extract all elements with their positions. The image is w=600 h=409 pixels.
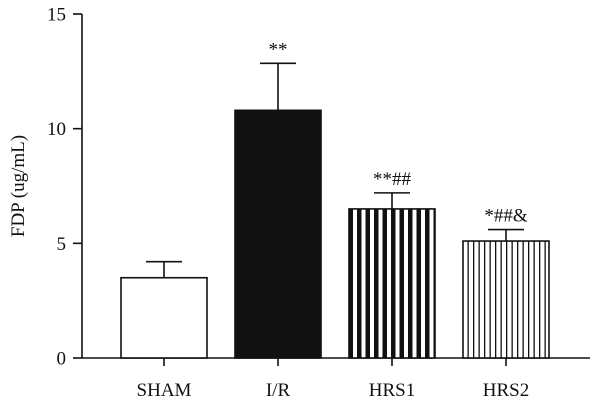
x-axis: SHAM I/R HRS1 HRS2 (82, 357, 590, 401)
error-bars-group (146, 62, 524, 278)
x-tick-label: I/R (266, 380, 291, 401)
y-tick-label: 15 (47, 5, 66, 26)
bars-group (120, 109, 550, 359)
significance-label: **## (373, 169, 412, 190)
significance-label: ** (269, 39, 288, 60)
bar-i-r (234, 109, 322, 359)
bar-hrs2 (462, 240, 550, 359)
y-axis: 0 5 10 15 (47, 5, 83, 370)
x-tick-label: HRS2 (483, 380, 529, 401)
bar-hrs1 (348, 208, 436, 359)
y-tick-label: 10 (47, 119, 66, 140)
significance-labels-group: ** **## *##& (269, 39, 528, 226)
y-axis-title: FDP (ug/mL) (8, 135, 29, 237)
significance-label: *##& (484, 206, 528, 227)
bar-sham (120, 276, 208, 359)
x-tick-label: HRS1 (369, 380, 415, 401)
y-tick-label: 5 (57, 234, 67, 255)
y-tick-label: 0 (57, 349, 67, 370)
x-tick-label: SHAM (137, 380, 192, 401)
